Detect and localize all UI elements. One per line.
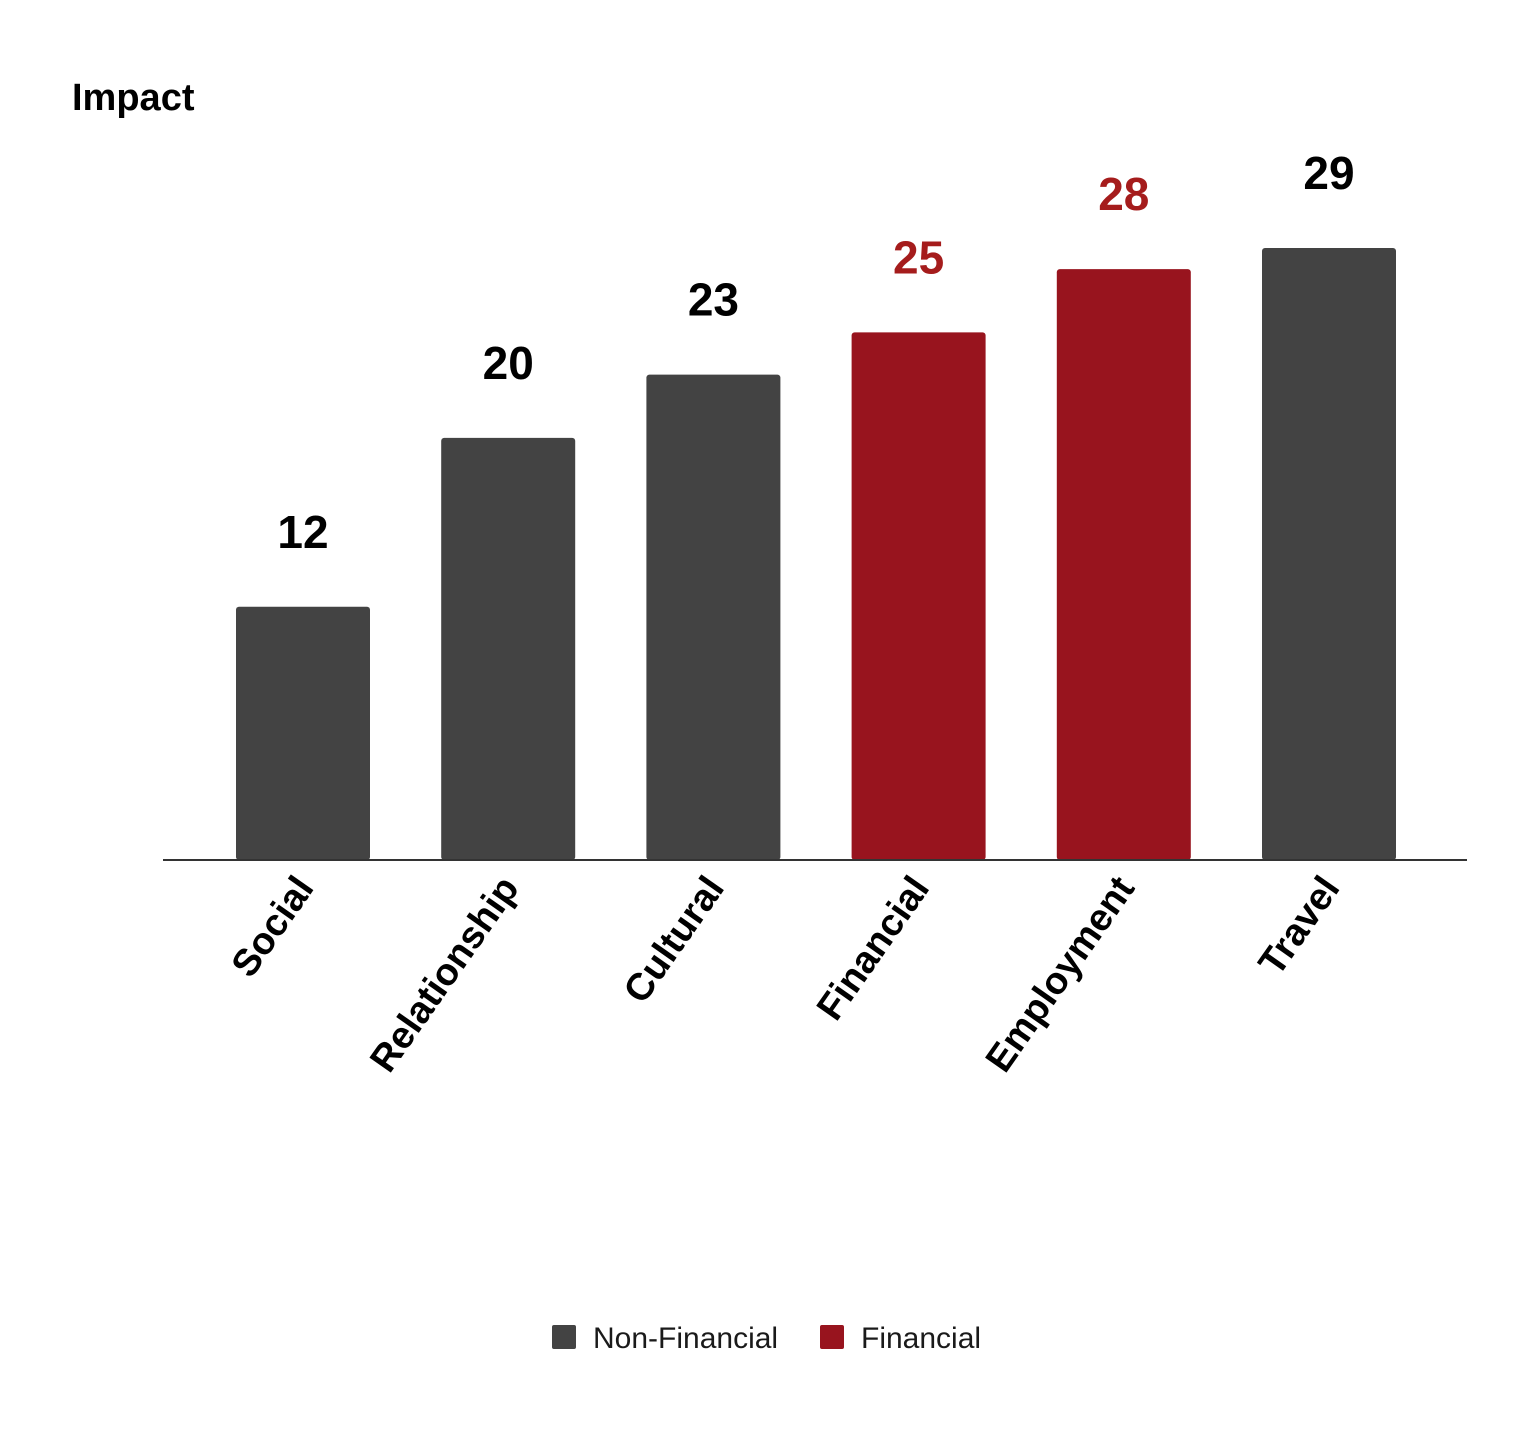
- value-labels-group: 12 20 23 25 28 29: [277, 147, 1354, 558]
- category-label-relationship: Relationship: [362, 869, 527, 1080]
- value-label-relationship: 20: [483, 337, 534, 389]
- legend: Non-Financial Financial: [552, 1322, 981, 1355]
- category-label-cultural: Cultural: [616, 869, 733, 1011]
- bar-employment: [1056, 269, 1191, 861]
- legend-label-non-financial: Non-Financial: [593, 1322, 778, 1355]
- legend-swatch-non-financial: [552, 1325, 576, 1349]
- bar-cultural: [646, 374, 781, 860]
- legend-label-financial: Financial: [861, 1322, 981, 1355]
- category-label-financial: Financial: [809, 869, 938, 1028]
- category-labels-group: Social Relationship Cultural Financial Emplo…: [224, 869, 1349, 1080]
- bar-social: [236, 606, 370, 860]
- value-label-cultural: 23: [688, 274, 739, 326]
- bars-group: [236, 248, 1396, 861]
- category-label-employment: Employment: [978, 869, 1143, 1080]
- category-label-social: Social: [224, 869, 323, 985]
- value-label-travel: 29: [1303, 147, 1354, 199]
- y-axis-title: Impact: [72, 77, 195, 119]
- value-label-financial: 25: [893, 231, 944, 283]
- category-label-travel: Travel: [1251, 869, 1348, 983]
- value-label-employment: 28: [1098, 168, 1149, 220]
- bar-travel: [1262, 248, 1396, 860]
- bar-financial: [851, 332, 986, 860]
- legend-swatch-financial: [820, 1325, 844, 1349]
- value-label-social: 12: [277, 506, 328, 558]
- bar-relationship: [441, 437, 576, 860]
